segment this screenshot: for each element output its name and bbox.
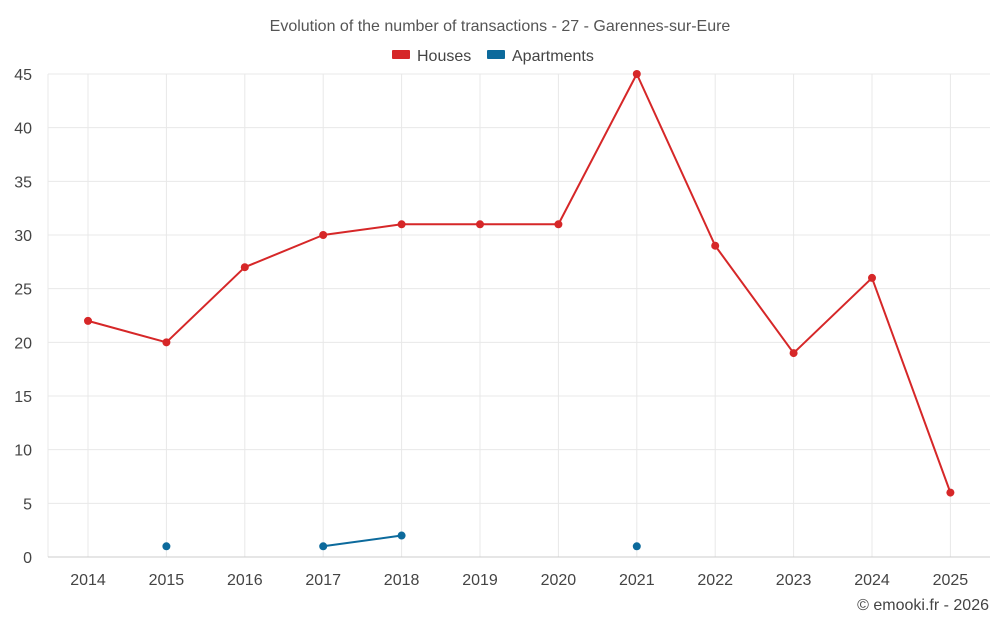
series (84, 70, 955, 551)
data-point-houses-2014[interactable] (84, 316, 92, 325)
data-point-houses-2020[interactable] (554, 220, 563, 229)
x-tick-label: 2018 (384, 572, 420, 589)
y-tick-label: 5 (23, 496, 32, 513)
y-tick-label: 0 (23, 550, 32, 567)
x-tick-label: 2016 (227, 572, 263, 589)
data-point-houses-2015[interactable] (162, 338, 171, 347)
line-segment-houses (714, 244, 795, 355)
legend-label-houses: Houses (417, 48, 471, 65)
series-apartments (162, 531, 641, 551)
x-axis-ticks: 2014 2015 2016 2017 2018 2019 2020 2021 2022 2023… (70, 572, 968, 589)
y-tick-label: 10 (14, 443, 32, 460)
x-tick-label: 2024 (854, 572, 890, 589)
data-point-houses-2024[interactable] (868, 273, 876, 282)
y-tick-label: 15 (14, 389, 32, 406)
series-houses (84, 70, 955, 497)
line-segment-houses (243, 234, 325, 269)
data-point-houses-2025[interactable] (946, 488, 955, 497)
y-tick-label: 20 (14, 335, 32, 352)
x-tick-label: 2022 (697, 572, 733, 589)
data-point-houses-2021[interactable] (632, 70, 641, 78)
line-segment-houses (635, 73, 717, 247)
legend-swatch-apartments (487, 50, 505, 59)
x-tick-label: 2017 (305, 572, 341, 589)
chart-title: Evolution of the number of transactions … (270, 18, 731, 35)
y-tick-label: 45 (14, 67, 32, 84)
legend: Houses Apartments (392, 48, 594, 65)
credit-text: © emooki.fr - 2026 (857, 597, 989, 614)
x-tick-label: 2020 (541, 572, 577, 589)
y-tick-label: 40 (14, 121, 32, 138)
y-tick-label: 30 (14, 228, 32, 245)
data-point-apartments-2015[interactable] (162, 542, 171, 551)
data-point-houses-2019[interactable] (476, 220, 484, 229)
x-tick-label: 2023 (776, 572, 812, 589)
x-tick-label: 2021 (619, 572, 655, 589)
x-tick-label: 2019 (462, 572, 498, 589)
line-segment-houses (792, 276, 873, 355)
y-tick-label: 25 (14, 282, 32, 299)
data-point-apartments-2017[interactable] (319, 542, 328, 551)
data-point-houses-2018[interactable] (397, 220, 406, 229)
data-point-apartments-2021[interactable] (632, 542, 641, 551)
data-point-houses-2023[interactable] (789, 349, 798, 358)
data-point-houses-2016[interactable] (240, 263, 249, 272)
legend-label-apartments: Apartments (512, 48, 594, 65)
gridlines (47, 73, 990, 557)
x-tick-label: 2015 (149, 572, 185, 589)
line-segment-houses (165, 266, 246, 344)
legend-item-apartments[interactable]: Apartments (487, 48, 594, 65)
line-segment-houses (871, 276, 952, 494)
data-point-apartments-2018[interactable] (397, 531, 406, 540)
line-segment-houses (322, 223, 403, 236)
data-point-houses-2017[interactable] (319, 231, 328, 239)
y-tick-label: 35 (14, 174, 32, 191)
x-tick-label: 2025 (933, 572, 969, 589)
y-axis-ticks: 0 5 10 15 20 25 30 35 40 45 (14, 67, 32, 567)
line-segment-houses (557, 73, 638, 226)
line-segment-apartments (322, 534, 403, 548)
x-tick-label: 2014 (70, 572, 106, 589)
legend-swatch-houses (392, 50, 410, 59)
data-point-houses-2022[interactable] (711, 241, 720, 250)
legend-item-houses[interactable]: Houses (392, 48, 471, 65)
line-segment-houses (87, 319, 168, 344)
